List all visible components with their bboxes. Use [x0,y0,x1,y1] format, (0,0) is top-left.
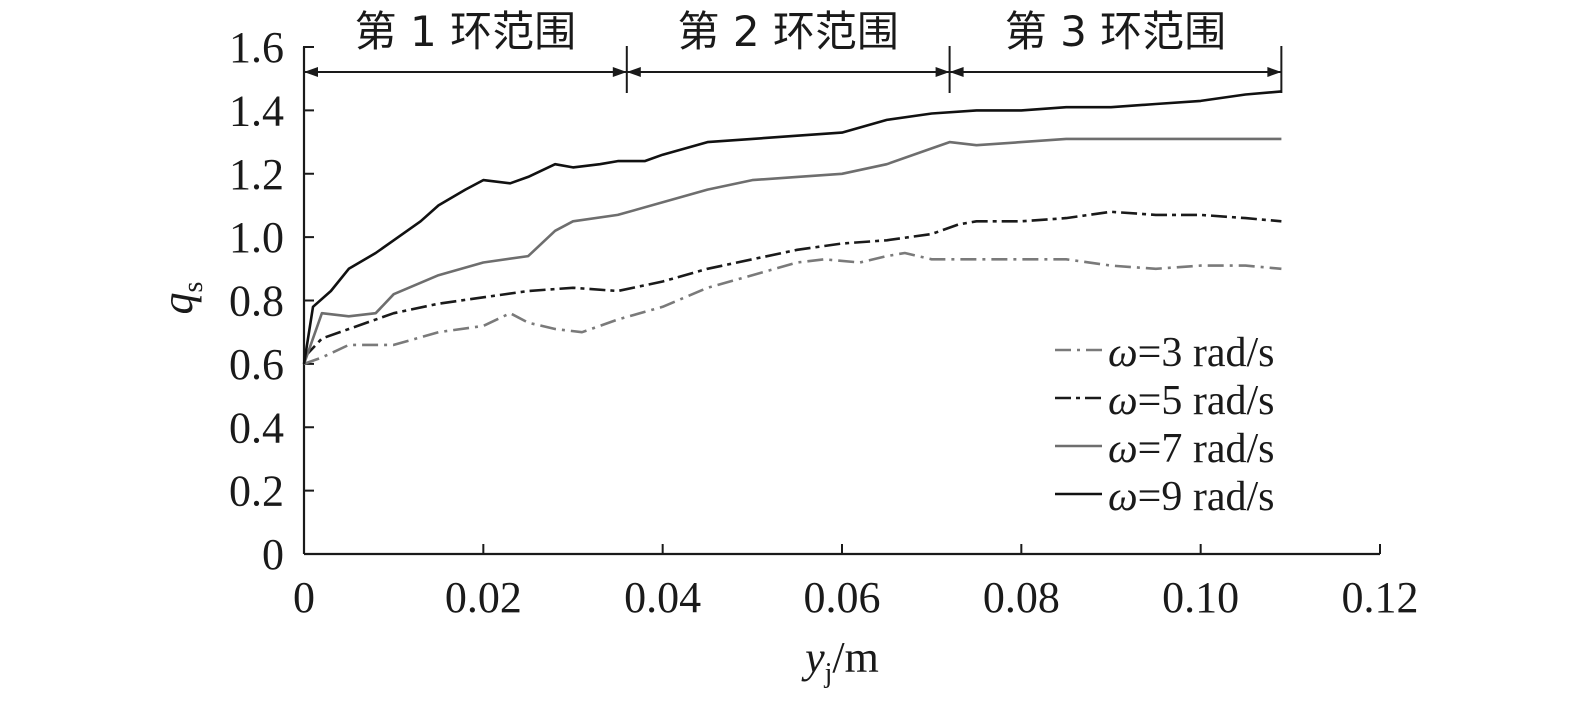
y-tick-label: 0.6 [229,340,284,389]
range-arrow-left [626,67,641,77]
range-arrow-right [935,67,950,77]
legend-entry: ω=7 rad/s [1108,426,1274,472]
ring-ranges: 第 1 环范围 第 2 环范围 第 3 环范围 [303,7,1283,93]
legend-entry: ω=3 rad/s [1108,330,1274,376]
svg-text:qs: qs [153,282,209,315]
x-tick-label: 0.06 [804,573,881,622]
y-tick-label: 1.4 [229,86,284,135]
series-line-4 [302,90,1282,365]
range-arrow-right [1267,67,1282,77]
series-line-3 [302,137,1282,365]
legend: ω=3 rad/sω=5 rad/sω=7 rad/sω=9 rad/s [1055,330,1274,520]
x-axis-title: yj/m [801,633,879,689]
series-line-2 [303,210,1282,359]
range-label: 第 1 环范围 [355,7,576,56]
range-arrow-left [949,67,964,77]
y-ticks: 0 0.2 0.4 0.6 0.8 1.0 1.2 1.4 1.6 [229,23,314,579]
y-tick-label: 1.2 [229,150,284,199]
x-tick-label: 0.10 [1162,573,1239,622]
range-label: 第 3 环范围 [1005,7,1226,56]
y-tick-label: 0.8 [229,277,284,326]
y-tick-label: 0.4 [229,403,284,452]
series-lines [302,90,1282,366]
y-tick-label: 0 [262,530,284,579]
series-line-1 [303,251,1282,366]
y-tick-label: 1.6 [229,23,284,72]
x-tick-label: 0.12 [1342,573,1419,622]
x-tick-label: 0.04 [624,573,701,622]
legend-entry: ω=5 rad/s [1108,378,1274,424]
x-tick-label: 0.08 [983,573,1060,622]
range-arrow-left [304,67,318,77]
y-axis-title: qs [153,282,209,315]
y-tick-label: 0.2 [229,467,284,516]
range-label: 第 2 环范围 [677,7,898,56]
x-tick-label: 0.02 [445,573,522,622]
legend-entry: ω=9 rad/s [1108,474,1274,520]
x-tick-label: 0 [293,573,315,622]
range-arrow-right [612,67,627,77]
x-ticks: 0 0.02 0.04 0.06 0.08 0.10 0.12 [293,544,1419,622]
y-tick-label: 1.0 [229,213,284,262]
